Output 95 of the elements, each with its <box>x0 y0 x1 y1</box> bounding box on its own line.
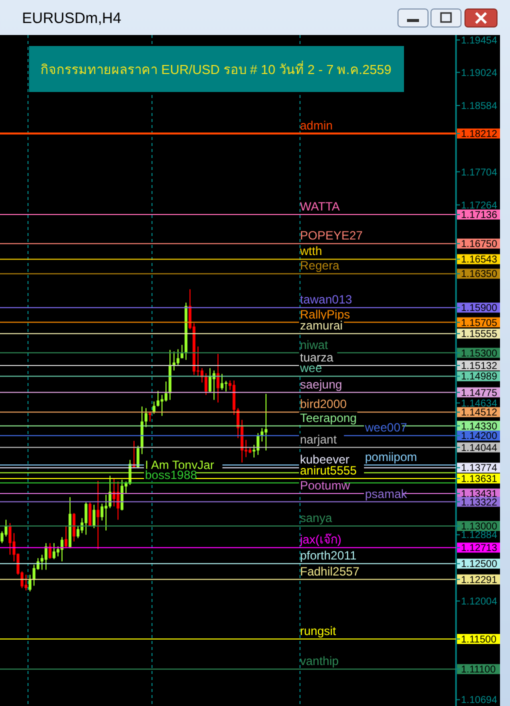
y-tick-label: 1.14775 <box>461 388 498 399</box>
y-tick-label: 1.14989 <box>461 372 498 383</box>
y-tick-label: 1.18584 <box>461 100 498 112</box>
candlestick <box>84 502 88 536</box>
ref-line-label: niwat <box>300 338 329 352</box>
candlestick <box>264 393 268 451</box>
y-tick-label: 1.17136 <box>461 210 498 222</box>
y-tick-label: 1.11500 <box>461 634 497 646</box>
y-tick-label: 1.15705 <box>461 318 498 329</box>
candlestick <box>8 522 12 556</box>
candlestick <box>176 348 180 366</box>
y-tick-label: 1.16750 <box>461 239 498 250</box>
candlestick <box>28 574 32 592</box>
y-tick-label: 1.10694 <box>461 695 498 706</box>
ref-line-label: admin <box>300 118 333 133</box>
ref-line-label: wtth <box>299 244 322 258</box>
y-tick-label: 1.11100 <box>461 664 496 676</box>
candlestick <box>24 574 28 591</box>
candlestick <box>60 536 64 562</box>
y-tick-label: 1.17264 <box>461 200 498 212</box>
y-tick-label: 1.14044 <box>461 442 498 454</box>
y-tick-label: 1.18212 <box>461 129 498 140</box>
candlestick <box>116 481 120 520</box>
y-tick-label: 1.15900 <box>461 303 498 314</box>
candlestick <box>96 480 100 550</box>
ref-line-label: rungsit <box>300 624 337 638</box>
candlestick <box>72 512 76 542</box>
candlestick <box>160 394 164 416</box>
y-tick-label: 1.14512 <box>461 408 498 419</box>
candlestick <box>164 380 168 402</box>
ref-line-label: narjant <box>300 432 338 446</box>
y-tick-label: 1.12713 <box>461 543 498 554</box>
y-tick-label: 1.16350 <box>461 269 498 280</box>
candlestick <box>204 372 208 396</box>
ref-line-label: psamak <box>365 486 408 501</box>
y-tick-label: 1.19454 <box>461 35 498 46</box>
candlestick <box>88 502 92 527</box>
y-tick-label: 1.15555 <box>461 329 498 340</box>
ref-line-label: jax(เจ๊ก) <box>299 532 342 547</box>
candlestick <box>212 370 216 400</box>
y-tick-label: 1.13774 <box>461 463 498 474</box>
chart-title: EURUSDm,H4 <box>22 10 122 27</box>
y-tick-label: 1.15300 <box>461 348 498 360</box>
ref-line-label: bird2000 <box>300 397 348 412</box>
ref-line-label: Regera <box>300 258 340 273</box>
ref-line-label: Teerapong <box>300 410 357 425</box>
y-tick-label: 1.14330 <box>461 421 498 432</box>
candlestick <box>0 530 4 544</box>
ref-line-label: pomiipom <box>365 450 418 464</box>
ref-line-label: tawan013 <box>300 292 352 307</box>
ref-line-label: Fadhil2557 <box>300 564 360 578</box>
y-tick-label: 1.13322 <box>461 497 498 508</box>
candlestick <box>144 408 148 428</box>
candlestick <box>156 390 160 407</box>
candlestick <box>100 503 104 521</box>
candlestick <box>108 475 112 509</box>
candlestick <box>180 344 184 359</box>
candlestick <box>44 542 48 570</box>
candlestick <box>224 380 228 392</box>
ref-line-label: saejung <box>300 377 342 392</box>
y-tick-label: 1.12004 <box>461 596 498 608</box>
ref-line-label: sanya <box>300 511 332 526</box>
y-tick-label: 1.14634 <box>461 398 498 410</box>
candlestick <box>92 504 96 529</box>
candlestick <box>48 542 52 560</box>
candlestick <box>64 526 68 549</box>
ref-line-label: pforth2011 <box>300 548 357 563</box>
text: กิจกรรมทายผลราคา EUR/USD รอบ # 10 วันที่ 2 - 7 พ.ค.2559 <box>40 61 392 77</box>
y-tick-label: 1.12884 <box>461 530 498 542</box>
ref-line-label: POPEYE27 <box>300 228 364 243</box>
candlestick <box>76 526 80 539</box>
y-tick-label: 1.12500 <box>461 559 498 570</box>
candlestick <box>216 353 220 404</box>
candlestick <box>104 494 108 531</box>
candlestick <box>256 432 260 456</box>
ref-line-label: Pootumw <box>300 478 350 493</box>
ref-line-label: kubeever <box>300 452 350 467</box>
candlestick <box>220 373 224 390</box>
y-tick-label: 1.15132 <box>461 360 498 372</box>
ref-line-label: zamurai <box>300 318 343 333</box>
ref-line-label: vanthip <box>300 654 340 668</box>
ref-line-label: wee007 <box>364 420 408 435</box>
y-tick-label: 1.17704 <box>461 167 498 178</box>
ref-line-label: RallyPips <box>300 307 350 322</box>
ref-line-label: boss1988 <box>145 468 198 482</box>
ref-line-label: WATTA <box>300 200 340 214</box>
y-tick-label: 1.14200 <box>461 431 498 442</box>
y-tick-label: 1.13631 <box>461 474 498 485</box>
candlestick <box>208 368 212 393</box>
y-tick-label: 1.16543 <box>461 254 498 266</box>
candlestick <box>52 542 56 560</box>
y-tick-label: 1.12291 <box>461 574 498 586</box>
candlestick <box>32 564 36 586</box>
candlestick <box>148 410 152 422</box>
y-tick-label: 1.19024 <box>461 68 498 79</box>
